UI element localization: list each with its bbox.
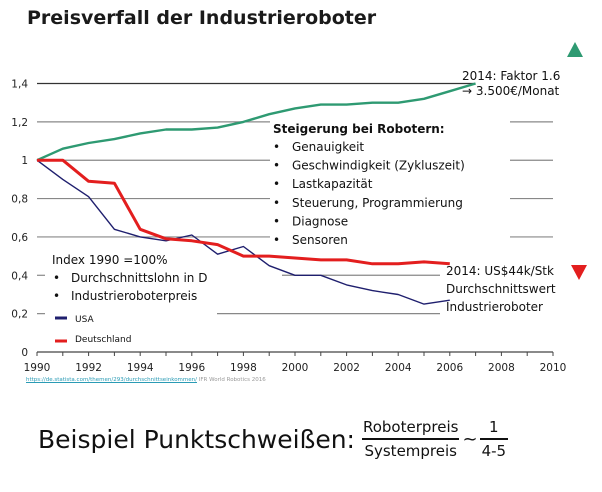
series-line-deutschland bbox=[37, 158, 450, 266]
steigerung-item: Lastkapazität bbox=[292, 177, 373, 191]
steigerung-title: Steigerung bei Robotern: bbox=[273, 122, 445, 136]
up-triangle-icon bbox=[567, 42, 583, 57]
lohn-annotation-line1: 2014: Faktor 1.6 bbox=[462, 69, 560, 83]
legend-label-deutschland: Deutschland bbox=[75, 335, 131, 345]
y-axis: 0 0,2 0,4 0,6 0,8 1 1,2 1,4 bbox=[11, 79, 28, 360]
y-tick-label: 0,8 bbox=[11, 194, 28, 206]
index-annotation: Index 1990 =100% • Durchschnittslohn in D… bbox=[52, 253, 207, 303]
x-axis: 1990 1992 1994 1996 1998 2000 2002 2004 2006 2008… bbox=[24, 351, 567, 374]
index-item: Durchschnittslohn in D bbox=[71, 271, 207, 285]
bullet: • bbox=[273, 233, 280, 247]
legend: USA Deutschland bbox=[55, 315, 131, 345]
approx-symbol: ~ bbox=[462, 428, 478, 450]
down-triangle-icon bbox=[571, 265, 587, 280]
ratio-numerator: 1 bbox=[489, 418, 499, 436]
robot-price-annotation: 2014: US$44k/Stk Durchschnittswert Indus… bbox=[446, 264, 587, 314]
y-tick-label: 0,4 bbox=[11, 270, 28, 282]
price-fraction: Roboterpreis Systempreis bbox=[361, 418, 460, 460]
legend-label-usa: USA bbox=[75, 315, 94, 325]
bullet: • bbox=[273, 214, 280, 228]
steigerung-item: Geschwindigkeit (Zykluszeit) bbox=[292, 159, 465, 173]
robot-annotation-line1: 2014: US$44k/Stk bbox=[446, 264, 554, 278]
series-lines bbox=[36, 82, 476, 305]
x-tick-label: 1992 bbox=[75, 362, 102, 374]
bullet: • bbox=[273, 140, 280, 154]
lohn-annotation: 2014: Faktor 1.6 → 3.500€/Monat bbox=[462, 42, 583, 98]
x-tick-label: 2008 bbox=[488, 362, 515, 374]
source-credit: https://de.statista.com/themen/293/durch… bbox=[26, 377, 266, 383]
robot-annotation-line3: Industrieroboter bbox=[446, 300, 543, 314]
robot-annotation-line2: Durchschnittswert bbox=[446, 282, 556, 296]
bullet: • bbox=[273, 196, 280, 210]
y-tick-label: 1,2 bbox=[11, 117, 28, 129]
fraction-denominator: Systempreis bbox=[362, 438, 459, 460]
y-tick-label: 1,4 bbox=[11, 79, 28, 91]
series-line-durchschnittslohn-in-d bbox=[36, 82, 476, 162]
x-tick-label: 2002 bbox=[333, 362, 360, 374]
bullet: • bbox=[273, 177, 280, 191]
steigerung-item: Sensoren bbox=[292, 233, 348, 247]
x-tick-label: 2000 bbox=[282, 362, 309, 374]
y-tick-label: 0 bbox=[21, 347, 28, 359]
steigerung-item: Diagnose bbox=[292, 214, 348, 228]
steigerung-annotation: Steigerung bei Robotern: • Genauigkeit • Ge… bbox=[273, 122, 465, 247]
lohn-annotation-line2: → 3.500€/Monat bbox=[462, 84, 560, 98]
formula: Beispiel Punktschweißen: Roboterpreis Sy… bbox=[38, 418, 509, 460]
source-text: IFR World Robotics 2016 bbox=[198, 377, 266, 383]
x-tick-label: 2010 bbox=[540, 362, 567, 374]
price-index-chart: 00,20,40,60,811,21,4 1990 1992 1994 1996 199… bbox=[11, 42, 587, 374]
steigerung-item: Genauigkeit bbox=[292, 140, 364, 154]
bullet: • bbox=[53, 289, 60, 303]
x-tick-label: 2006 bbox=[436, 362, 463, 374]
ratio-denominator: 4-5 bbox=[479, 438, 509, 460]
fraction-numerator: Roboterpreis bbox=[362, 418, 459, 436]
x-tick-label: 1990 bbox=[24, 362, 51, 374]
y-tick-label: 1 bbox=[21, 155, 28, 167]
x-tick-label: 2004 bbox=[385, 362, 412, 374]
grid-lines bbox=[37, 82, 553, 315]
index-title: Index 1990 =100% bbox=[52, 253, 168, 267]
y-tick-label: 0,2 bbox=[11, 309, 28, 321]
slide-title: Preisverfall der Industrieroboter bbox=[27, 7, 377, 29]
formula-lead: Beispiel Punktschweißen: bbox=[38, 424, 355, 454]
index-item: Industrieroboterpreis bbox=[71, 289, 197, 303]
steigerung-item: Steuerung, Programmierung bbox=[292, 196, 463, 210]
series-line-usa bbox=[36, 159, 450, 305]
x-tick-label: 1994 bbox=[127, 362, 154, 374]
x-tick-label: 1996 bbox=[178, 362, 205, 374]
x-tick-label: 1998 bbox=[230, 362, 257, 374]
ratio-fraction: 1 4-5 bbox=[479, 418, 509, 460]
bullet: • bbox=[53, 271, 60, 285]
source-link[interactable]: https://de.statista.com/themen/293/durch… bbox=[26, 377, 197, 383]
y-tick-label: 0,6 bbox=[11, 232, 28, 244]
bullet: • bbox=[273, 159, 280, 173]
